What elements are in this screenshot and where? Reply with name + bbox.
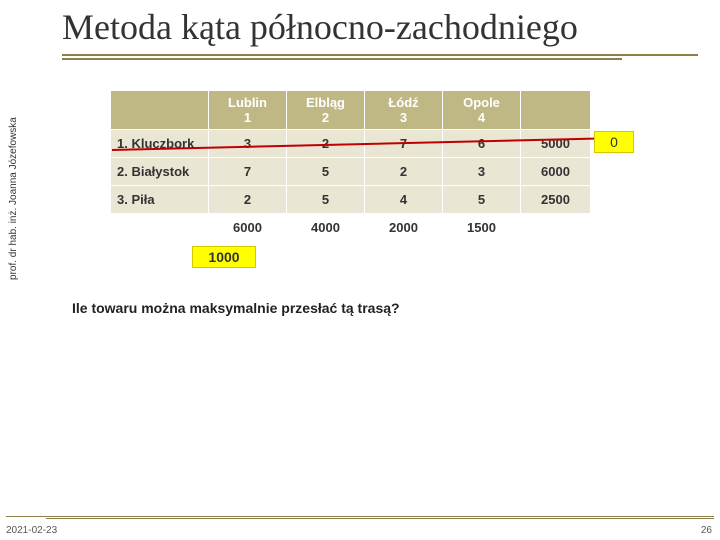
col-1: Lublin1 xyxy=(209,91,287,130)
title-wrap: Metoda kąta północno-zachodniego xyxy=(62,6,702,48)
table-row: 3. Piła 2 5 4 5 2500 xyxy=(111,186,591,214)
cell-2-2: 5 xyxy=(287,158,365,186)
cell-3-4: 5 xyxy=(443,186,521,214)
total-blank-r xyxy=(521,214,591,242)
table-row: 2. Białystok 7 5 2 3 6000 xyxy=(111,158,591,186)
cell-3-2: 5 xyxy=(287,186,365,214)
footer-page: 26 xyxy=(701,525,712,536)
cell-1-4: 6 xyxy=(443,130,521,158)
row-1-label: 1. Kluczbork xyxy=(111,130,209,158)
title-rule xyxy=(62,54,698,60)
cell-3-3: 4 xyxy=(365,186,443,214)
total-2: 4000 xyxy=(287,214,365,242)
cell-2-4: 3 xyxy=(443,158,521,186)
row-3-label: 3. Piła xyxy=(111,186,209,214)
footer-rule xyxy=(6,516,714,518)
total-1: 6000 xyxy=(209,214,287,242)
row-2-label: 2. Białystok xyxy=(111,158,209,186)
col-2: Elbląg2 xyxy=(287,91,365,130)
table-area: Lublin1 Elbląg2 Łódź3 Opole4 1. Kluczbor… xyxy=(110,90,591,242)
table-row: 1. Kluczbork 3 2 7 6 5000 xyxy=(111,130,591,158)
cell-2-1: 7 xyxy=(209,158,287,186)
header-row: Lublin1 Elbląg2 Łódź3 Opole4 xyxy=(111,91,591,130)
header-blank xyxy=(111,91,209,130)
cell-1-supply: 5000 xyxy=(521,130,591,158)
author-strip: prof. dr hab. inż. Joanna Józefowska xyxy=(8,0,32,540)
author-text: prof. dr hab. inż. Joanna Józefowska xyxy=(8,117,19,280)
cell-3-1: 2 xyxy=(209,186,287,214)
cost-table: Lublin1 Elbląg2 Łódź3 Opole4 1. Kluczbor… xyxy=(110,90,591,242)
cell-1-2: 2 xyxy=(287,130,365,158)
col-supply xyxy=(521,91,591,130)
col-3: Łódź3 xyxy=(365,91,443,130)
totals-blank xyxy=(111,214,209,242)
col-4: Opole4 xyxy=(443,91,521,130)
highlight-remainder: 1000 xyxy=(192,246,256,268)
highlight-ext-zero: 0 xyxy=(594,131,634,153)
footer-date: 2021-02-23 xyxy=(6,525,57,536)
cell-2-supply: 6000 xyxy=(521,158,591,186)
cell-1-3: 7 xyxy=(365,130,443,158)
cell-3-supply: 2500 xyxy=(521,186,591,214)
cell-1-1: 3 xyxy=(209,130,287,158)
slide: prof. dr hab. inż. Joanna Józefowska Met… xyxy=(0,0,720,540)
total-3: 2000 xyxy=(365,214,443,242)
cell-2-3: 2 xyxy=(365,158,443,186)
page-title: Metoda kąta północno-zachodniego xyxy=(62,6,702,48)
totals-row: 6000 4000 2000 1500 xyxy=(111,214,591,242)
total-4: 1500 xyxy=(443,214,521,242)
question-text: Ile towaru można maksymalnie przesłać tą… xyxy=(72,300,400,316)
